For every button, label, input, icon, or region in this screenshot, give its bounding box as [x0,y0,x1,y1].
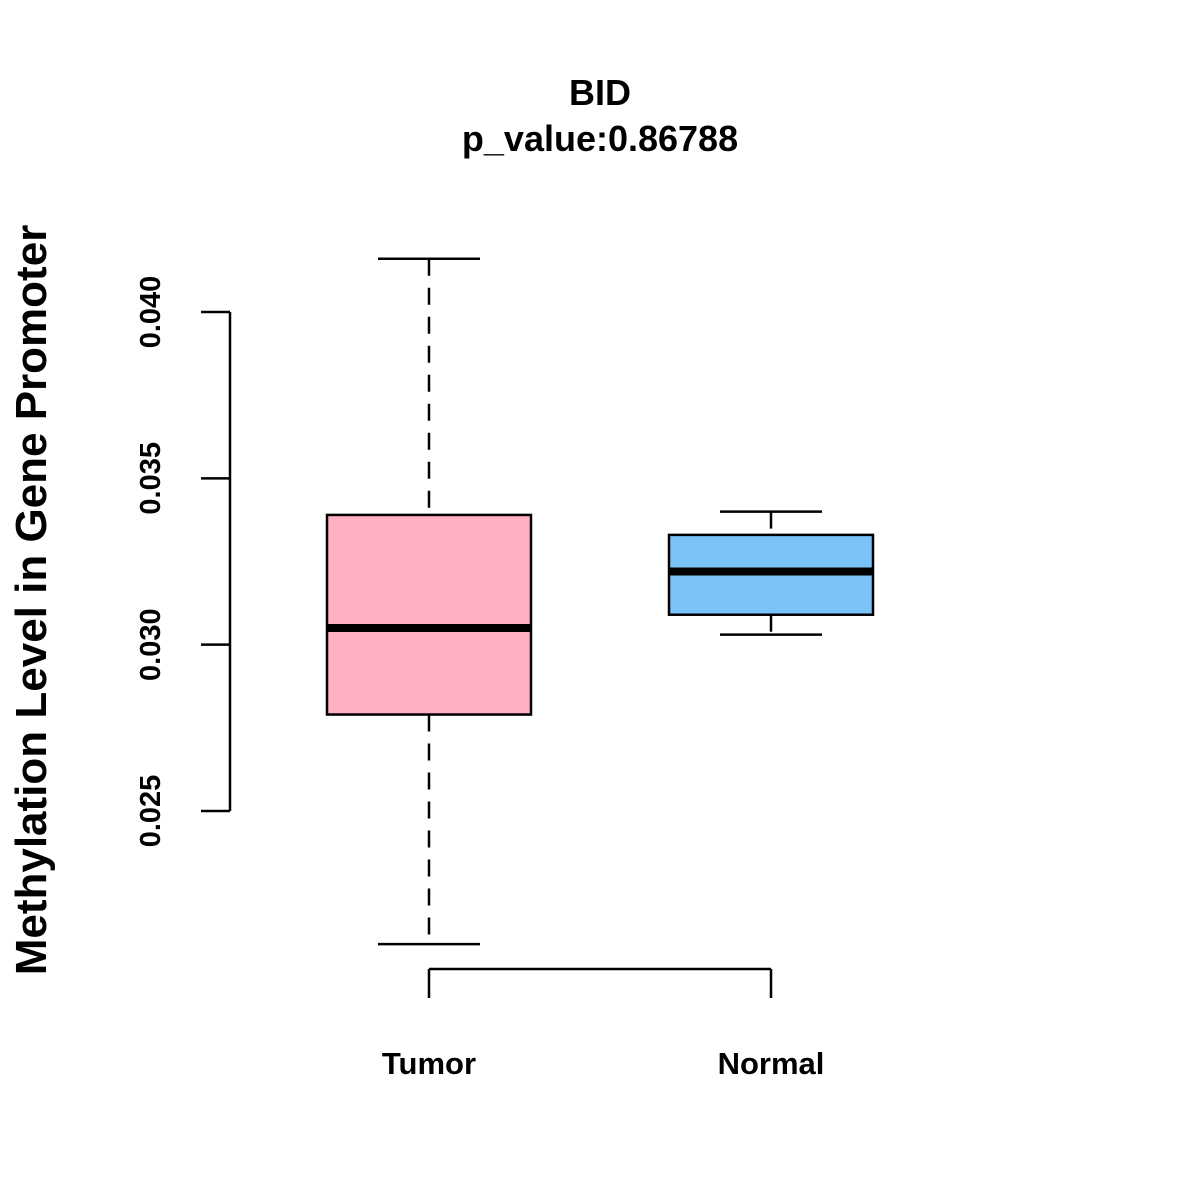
chart-title: BID [569,72,631,113]
y-tick-label: 0.035 [135,442,167,515]
y-tick-label: 0.030 [135,608,167,681]
x-axis: Tumor Normal [382,967,825,1081]
x-tick-label: Tumor [382,1046,476,1081]
chart-subtitle: p_value:0.86788 [462,118,738,159]
box-group [325,257,875,946]
iqr-box [325,513,533,716]
y-axis: 0.025 0.030 0.035 0.040 [135,276,232,848]
box-tumor [325,257,533,946]
y-axis-title: Methylation Level in Gene Promoter [7,225,56,976]
box-normal [667,510,875,636]
y-tick-label: 0.040 [135,276,167,349]
x-tick-label: Normal [718,1046,825,1081]
y-tick-label: 0.025 [135,775,167,848]
